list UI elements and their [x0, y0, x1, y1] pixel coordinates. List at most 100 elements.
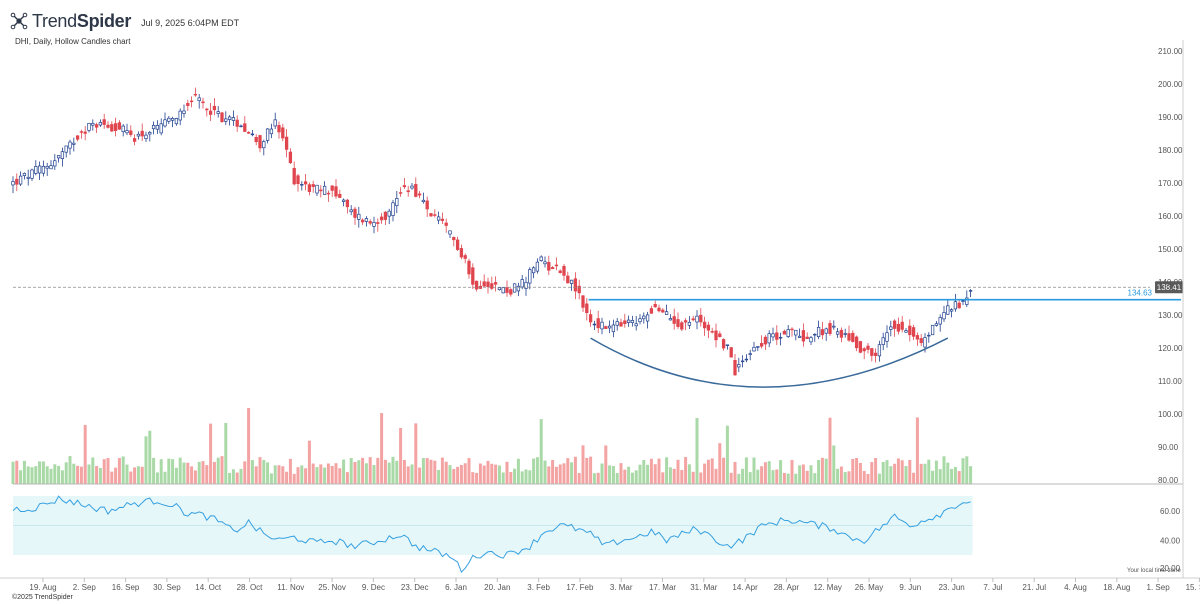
volume-bar [258, 457, 262, 484]
candle-body [626, 319, 631, 323]
volume-bar [300, 465, 304, 484]
candle-body [763, 336, 768, 345]
candle-body [349, 209, 353, 213]
volume-bar [247, 408, 251, 484]
volume-bar [672, 468, 676, 484]
volume-bar [600, 463, 604, 484]
candle-body [634, 323, 638, 327]
volume-bar [817, 460, 821, 484]
y-tick-label: 170.00 [1158, 179, 1183, 188]
volume-bar [490, 463, 494, 484]
volume-bar [634, 470, 638, 484]
x-tick-label: 18. Aug [1103, 583, 1130, 592]
volume-bar [638, 464, 642, 484]
volume-bar [323, 467, 327, 484]
x-tick-label: 9. Jun [899, 583, 921, 592]
candle-body [125, 130, 129, 134]
candle-body [664, 311, 669, 315]
x-tick-label: 17. Mar [649, 583, 676, 592]
candle-body [892, 320, 897, 329]
candle-body [737, 364, 741, 368]
volume-bar [288, 458, 292, 484]
candle-body [710, 331, 714, 333]
candle-body [91, 123, 95, 126]
candle-body [531, 267, 536, 274]
candle-body [277, 125, 281, 133]
candle-body [174, 118, 179, 125]
volume-bar [501, 472, 505, 484]
candle-body [919, 338, 923, 344]
candle-body [676, 319, 680, 327]
candle-body [262, 141, 266, 149]
candle-body [615, 321, 619, 326]
volume-bar [623, 469, 627, 484]
volume-bar [543, 460, 547, 484]
candle-body [467, 260, 471, 275]
candle-body [87, 122, 91, 131]
candle-body [455, 239, 460, 250]
candle-body [911, 327, 916, 337]
candle-body [201, 101, 205, 104]
volume-bar [752, 457, 756, 484]
volume-bar [592, 473, 596, 484]
volume-bar [611, 466, 615, 484]
volume-bar [482, 465, 486, 484]
candle-body [733, 359, 737, 376]
volume-bar [49, 468, 53, 484]
y-tick-label: 120.00 [1158, 344, 1183, 353]
volume-bar [965, 456, 969, 484]
candle-body [182, 110, 186, 114]
candle-body [326, 192, 331, 195]
volume-bar [129, 471, 133, 484]
candle-body [216, 111, 220, 114]
candle-body [566, 275, 570, 284]
candle-body [41, 165, 46, 174]
volume-bar [133, 467, 137, 484]
volume-bar [505, 461, 509, 484]
candle-body [83, 131, 87, 134]
candle-body [231, 117, 236, 121]
volume-bar [368, 457, 372, 484]
candle-body [79, 131, 84, 133]
x-tick-label: 23. Jun [938, 583, 964, 592]
candle-body [402, 185, 407, 188]
candle-body [786, 329, 790, 337]
volume-bar [710, 458, 714, 484]
volume-bar [30, 467, 34, 484]
x-tick-label: 11. Nov [277, 583, 304, 592]
candle-body [858, 341, 863, 353]
candle-body [501, 287, 505, 294]
candle-body [410, 185, 414, 189]
candle-body [459, 248, 464, 258]
volume-bar [364, 463, 368, 484]
candle-body [227, 116, 232, 120]
candles-layer [11, 87, 973, 376]
volume-bar [121, 456, 125, 484]
y-tick-label: 160.00 [1158, 212, 1183, 221]
volume-bar [64, 462, 68, 484]
candle-body [718, 333, 722, 338]
candle-body [129, 130, 133, 135]
candle-body [486, 281, 490, 288]
volume-bar [338, 468, 342, 484]
candle-body [212, 105, 217, 111]
volume-bar [87, 464, 91, 484]
volume-bar [741, 468, 745, 484]
candle-body [759, 343, 764, 347]
candle-body [250, 133, 255, 136]
candle-body [725, 344, 730, 346]
volume-bar [440, 457, 444, 484]
candle-body [178, 110, 182, 121]
candle-body [235, 119, 239, 127]
candle-body [94, 124, 99, 128]
volume-bar [627, 466, 631, 484]
x-tick-label: 15. Sep [1186, 583, 1200, 592]
timezone-label: Your local time zone [1127, 568, 1181, 574]
candle-body [387, 210, 391, 217]
volume-bar [714, 468, 718, 484]
volume-bar [110, 471, 114, 484]
volume-bar [292, 473, 296, 484]
volume-bar [190, 466, 194, 484]
candle-body [953, 301, 958, 310]
